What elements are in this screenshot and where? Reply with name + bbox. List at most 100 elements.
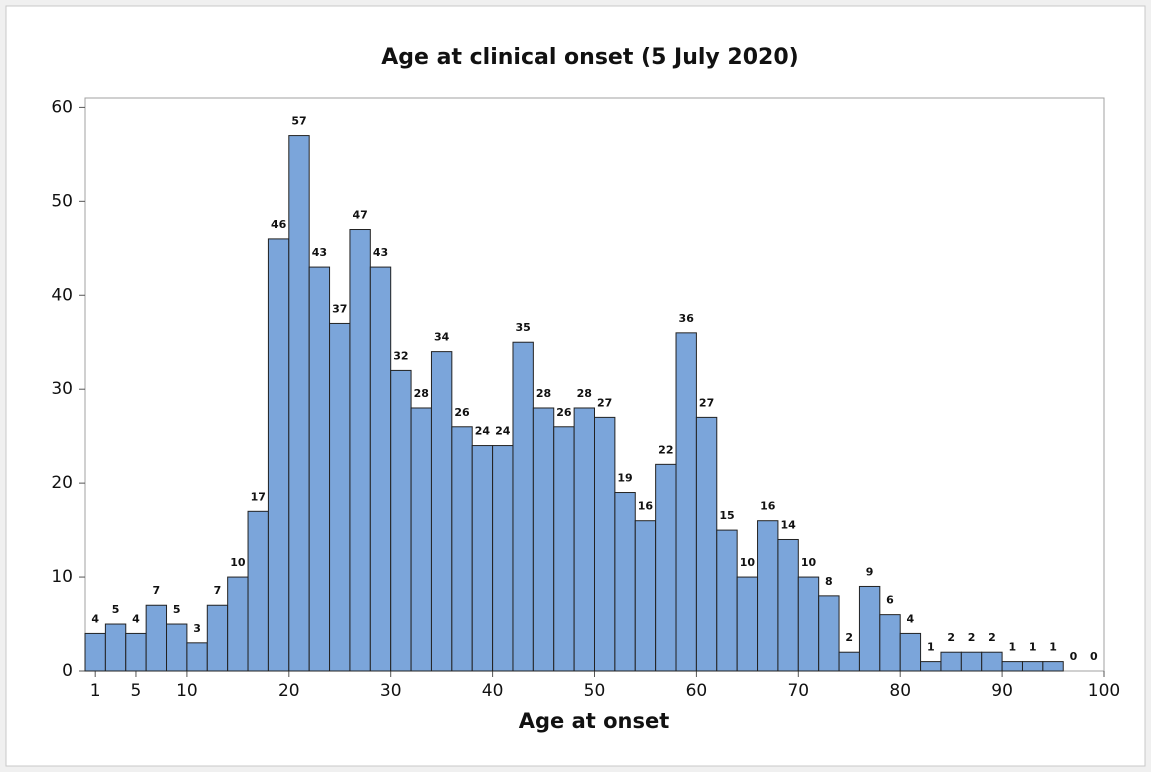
y-tick-label: 60 [51, 97, 73, 117]
y-tick-label: 30 [51, 379, 73, 399]
value-label: 2 [968, 631, 976, 644]
bar [145, 604, 168, 672]
bar [981, 651, 1003, 672]
bar [655, 463, 677, 672]
value-label: 43 [373, 246, 388, 259]
value-label: 27 [597, 396, 612, 409]
bar [349, 229, 371, 672]
x-axis-label: Age at onset [519, 709, 670, 733]
y-tick-label: 40 [51, 285, 73, 305]
bar [329, 322, 351, 672]
value-label: 27 [699, 396, 714, 409]
bar [797, 576, 820, 672]
y-tick-label: 0 [62, 661, 73, 681]
value-label: 1 [1049, 641, 1057, 654]
value-label: 43 [312, 246, 327, 259]
bar [1021, 661, 1044, 672]
value-label: 2 [947, 631, 955, 644]
value-label: 57 [291, 115, 306, 128]
bar [104, 623, 127, 672]
x-tick-label: 100 [1088, 681, 1120, 701]
bar [308, 266, 331, 672]
bar [166, 623, 188, 672]
y-tick-label: 50 [51, 191, 73, 211]
bar [1042, 661, 1064, 672]
value-label: 4 [91, 612, 99, 625]
x-tick-label: 30 [380, 681, 402, 701]
value-label: 47 [352, 209, 367, 222]
bar [879, 614, 901, 672]
bar [960, 651, 983, 672]
value-label: 35 [516, 321, 531, 334]
bar [247, 510, 269, 672]
x-tick-label: 40 [482, 681, 504, 701]
bar [451, 426, 473, 672]
value-label: 36 [679, 312, 695, 325]
bar [125, 632, 147, 672]
bar [573, 407, 595, 672]
value-label: 0 [1070, 650, 1078, 663]
bar [695, 416, 718, 672]
x-tick-label: 80 [889, 681, 911, 701]
x-tick-label: 5 [131, 681, 142, 701]
bar [471, 445, 494, 672]
value-label: 5 [173, 603, 181, 616]
bar [614, 492, 636, 672]
bar [492, 445, 514, 672]
value-label: 10 [740, 556, 756, 569]
value-label: 34 [434, 331, 450, 344]
value-label: 2 [988, 631, 996, 644]
bar [940, 651, 962, 672]
value-label: 4 [132, 612, 140, 625]
value-label: 16 [760, 500, 776, 513]
x-tick-label: 20 [278, 681, 300, 701]
value-label: 5 [112, 603, 120, 616]
value-label: 9 [866, 565, 874, 578]
value-label: 37 [332, 302, 347, 315]
bar [716, 529, 738, 672]
value-label: 17 [251, 490, 266, 503]
x-tick-label: 60 [686, 681, 708, 701]
x-tick-label: 1 [90, 681, 101, 701]
value-label: 24 [475, 425, 491, 438]
bar [390, 369, 412, 672]
value-label: 2 [845, 631, 853, 644]
value-label: 26 [454, 406, 470, 419]
value-label: 0 [1090, 650, 1098, 663]
bar [512, 341, 534, 672]
bar [675, 332, 697, 672]
bar [532, 407, 555, 672]
value-label: 46 [271, 218, 287, 231]
bar [288, 135, 310, 672]
y-tick-label: 20 [51, 473, 73, 493]
chart-title: Age at clinical onset (5 July 2020) [381, 45, 798, 70]
value-label: 15 [719, 509, 734, 522]
bar [899, 632, 922, 672]
value-label: 10 [801, 556, 817, 569]
x-tick-label: 50 [584, 681, 606, 701]
value-label: 24 [495, 425, 511, 438]
bar [818, 595, 840, 672]
bar [186, 642, 208, 672]
value-label: 28 [577, 387, 592, 400]
value-label: 28 [414, 387, 429, 400]
value-label: 16 [638, 500, 654, 513]
x-tick-label: 70 [787, 681, 809, 701]
bar [757, 520, 779, 672]
value-label: 7 [214, 584, 222, 597]
bar [267, 238, 290, 672]
value-label: 6 [886, 594, 894, 607]
bar [206, 604, 229, 672]
value-label: 14 [780, 518, 796, 531]
value-label: 26 [556, 406, 572, 419]
value-label: 1 [1008, 641, 1016, 654]
bar [1001, 661, 1023, 672]
value-label: 10 [230, 556, 246, 569]
bar [553, 426, 575, 672]
bar [858, 585, 881, 672]
bar [920, 661, 942, 672]
value-label: 4 [907, 612, 915, 625]
value-label: 28 [536, 387, 551, 400]
